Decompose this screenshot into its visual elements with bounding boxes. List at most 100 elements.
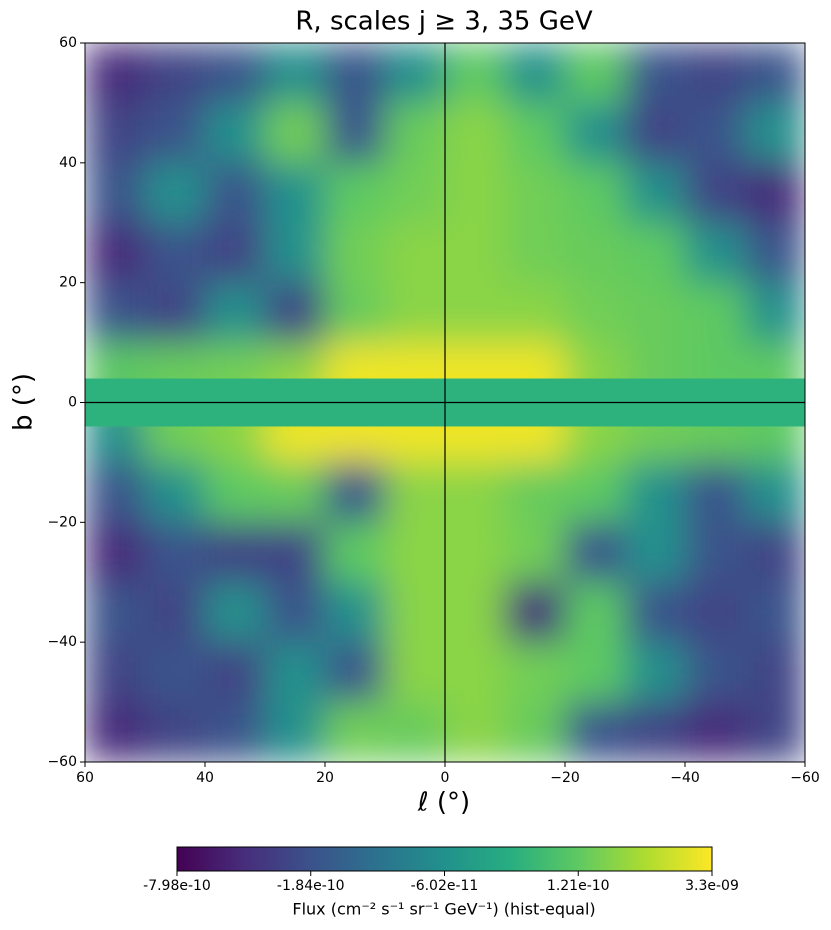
y-tick-label: 40	[59, 155, 77, 171]
heatmap-cell	[745, 43, 805, 104]
heatmap-cell	[85, 642, 146, 703]
x-tick-label: 0	[441, 770, 450, 786]
heatmap-cell	[505, 642, 566, 703]
heatmap-cell	[265, 462, 326, 523]
heatmap-cell	[145, 162, 206, 224]
chart-title: R, scales j ≥ 3, 35 GeV	[295, 7, 593, 37]
heatmap-cell	[685, 162, 746, 224]
heatmap-cell	[565, 522, 626, 583]
heatmap-cell	[745, 222, 805, 284]
heatmap-cell	[325, 582, 386, 643]
heatmap-cell	[685, 102, 746, 164]
heatmap-cell	[565, 702, 626, 762]
x-tick-label: −20	[550, 770, 580, 786]
heatmap-cell	[385, 102, 446, 164]
y-tick-label: 20	[59, 275, 77, 291]
heatmap-cell	[205, 282, 266, 344]
y-tick-label: −40	[47, 634, 77, 650]
heatmap-cell	[85, 102, 146, 164]
heatmap-cell	[445, 462, 506, 523]
heatmap-cell	[745, 702, 805, 762]
heatmap-cell	[445, 642, 506, 703]
overlay	[85, 43, 805, 762]
x-tick-label: −60	[790, 770, 820, 786]
heatmap-cell	[265, 582, 326, 643]
heatmap-cell	[265, 642, 326, 703]
heatmap-cell	[445, 702, 506, 762]
heatmap-cell	[85, 582, 146, 643]
heatmap-cell	[205, 102, 266, 164]
heatmap-cell	[265, 282, 326, 344]
heatmap-cell	[625, 282, 686, 344]
y-axis-label: b (°)	[9, 373, 39, 431]
heatmap-cell	[565, 462, 626, 523]
heatmap-cell	[385, 222, 446, 284]
heatmap-cell	[445, 162, 506, 224]
heatmap-cell	[205, 702, 266, 762]
heatmap-cell	[685, 522, 746, 583]
heatmap-cell	[565, 222, 626, 284]
heatmap-cell	[505, 43, 566, 104]
heatmap-cell	[265, 43, 326, 104]
heatmap-cell	[325, 702, 386, 762]
heatmap-cell	[625, 222, 686, 284]
heatmap-cell	[625, 582, 686, 643]
heatmap-cell	[565, 102, 626, 164]
heatmap-cell	[385, 43, 446, 104]
x-tick-label: −40	[670, 770, 700, 786]
heatmap-cell	[385, 462, 446, 523]
heatmap-cell	[745, 582, 805, 643]
y-tick-label: 60	[59, 35, 77, 51]
heatmap-cell	[85, 522, 146, 583]
heatmap-cell	[445, 102, 506, 164]
heatmap-cell	[445, 43, 506, 104]
heatmap-cell	[85, 162, 146, 224]
heatmap-cell	[505, 522, 566, 583]
heatmap-cell	[565, 642, 626, 703]
heatmap-cell	[505, 702, 566, 762]
heatmap-cell	[385, 582, 446, 643]
x-tick-label: 60	[76, 770, 94, 786]
heatmap-cell	[85, 462, 146, 523]
heatmap-cell	[85, 282, 146, 344]
heatmap-cell	[85, 43, 146, 104]
heatmap-cell	[265, 702, 326, 762]
heatmap-cell	[745, 102, 805, 164]
heatmap-cell	[325, 282, 386, 344]
heatmap	[85, 43, 805, 762]
heatmap-cell	[625, 702, 686, 762]
heatmap-cell	[325, 162, 386, 224]
colorbar-label: Flux (cm⁻² s⁻¹ sr⁻¹ GeV⁻¹) (hist-equal)	[292, 900, 595, 919]
heatmap-cell	[205, 162, 266, 224]
heatmap-cell	[145, 582, 206, 643]
heatmap-cell	[145, 43, 206, 104]
heatmap-cell	[325, 43, 386, 104]
heatmap-cell	[205, 582, 266, 643]
heatmap-cell	[625, 43, 686, 104]
heatmap-cell	[445, 282, 506, 344]
heatmap-cell	[505, 282, 566, 344]
heatmap-cell	[505, 462, 566, 523]
heatmap-cell	[325, 522, 386, 583]
y-tick-label: −60	[47, 754, 77, 770]
heatmap-cell	[505, 102, 566, 164]
x-tick-label: 40	[196, 770, 214, 786]
heatmap-cell	[145, 522, 206, 583]
colorbar-tick-label: 1.21e-10	[547, 878, 610, 894]
colorbar-tick-label: -1.84e-10	[277, 878, 345, 894]
heatmap-cell	[205, 642, 266, 703]
heatmap-cell	[565, 43, 626, 104]
heatmap-cell	[325, 222, 386, 284]
heatmap-cell	[145, 282, 206, 344]
heatmap-cell	[745, 642, 805, 703]
heatmap-cell	[625, 102, 686, 164]
heatmap-cell	[205, 43, 266, 104]
heatmap-cell	[565, 162, 626, 224]
heatmap-cell	[685, 462, 746, 523]
heatmap-cell	[385, 162, 446, 224]
heatmap-cell	[145, 462, 206, 523]
y-tick-label: 0	[68, 395, 77, 411]
heatmap-cell	[685, 642, 746, 703]
heatmap-cell	[505, 582, 566, 643]
heatmap-cell	[85, 702, 146, 762]
